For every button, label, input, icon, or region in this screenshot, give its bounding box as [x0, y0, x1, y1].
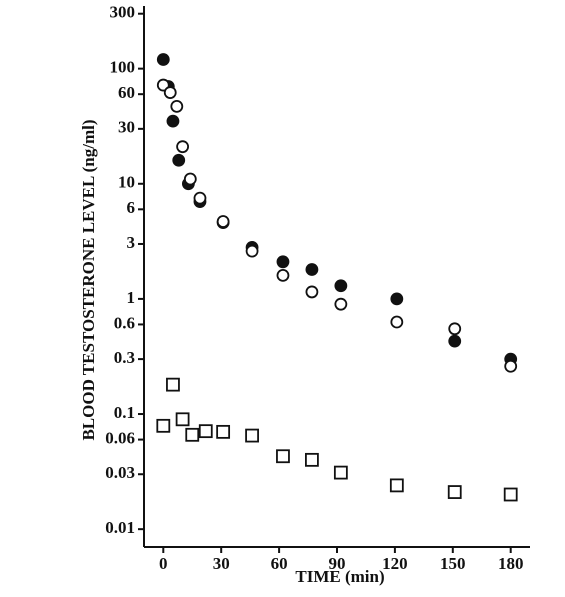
y-axis-title: BLOOD TESTOSTERONE LEVEL (ng/ml)	[79, 119, 98, 440]
y-tick-label: 100	[110, 58, 136, 77]
x-tick-label: 120	[382, 554, 408, 573]
x-tick-label: 30	[213, 554, 230, 573]
data-point	[390, 315, 404, 329]
data-point	[305, 285, 319, 299]
y-tick-label: 0.06	[105, 428, 135, 447]
x-tick-label: 180	[498, 554, 524, 573]
y-tick-label: 60	[118, 83, 135, 102]
x-axis-title: TIME (min)	[295, 567, 384, 586]
y-tick-label: 0.6	[114, 313, 135, 332]
data-point	[276, 255, 290, 269]
data-point	[175, 412, 190, 427]
data-point	[305, 452, 319, 467]
data-point	[170, 99, 184, 113]
y-tick-label: 3	[127, 233, 136, 252]
data-point	[185, 427, 200, 442]
y-tick-label: 300	[110, 3, 136, 22]
data-point	[276, 269, 290, 282]
data-point	[156, 418, 171, 433]
x-tick-label: 0	[159, 554, 168, 573]
data-point	[163, 86, 177, 99]
data-point	[166, 377, 180, 392]
data-point	[156, 53, 170, 66]
data-point	[447, 485, 462, 499]
y-tick-label: 0.03	[105, 463, 135, 482]
data-point	[172, 153, 186, 167]
data-point	[166, 114, 180, 128]
data-point	[216, 424, 231, 439]
data-point	[198, 424, 213, 439]
data-point	[305, 263, 319, 276]
data-point	[176, 140, 190, 154]
data-point	[333, 465, 348, 480]
data-point	[390, 292, 404, 306]
y-tick-label: 0.01	[105, 518, 135, 537]
y-tick-label: 1	[127, 288, 136, 307]
data-point	[448, 334, 462, 348]
x-tick-label: 150	[440, 554, 466, 573]
data-point	[334, 297, 348, 311]
data-point	[334, 279, 348, 293]
y-tick-label: 0.1	[114, 403, 135, 422]
x-tick-label: 90	[329, 554, 346, 573]
y-tick-label: 6	[127, 198, 136, 217]
y-tick-label: 30	[118, 118, 135, 137]
data-point	[276, 449, 290, 464]
y-tick-label: 10	[118, 173, 135, 192]
data-point	[216, 215, 230, 228]
data-point	[245, 244, 259, 258]
x-tick-label: 60	[271, 554, 288, 573]
data-point	[504, 359, 518, 373]
data-point	[193, 191, 207, 205]
y-tick-label: 0.3	[114, 348, 135, 367]
data-point	[389, 478, 404, 493]
data-point	[503, 487, 518, 502]
data-point	[245, 428, 259, 443]
data-point	[183, 172, 197, 186]
data-point	[448, 322, 462, 336]
